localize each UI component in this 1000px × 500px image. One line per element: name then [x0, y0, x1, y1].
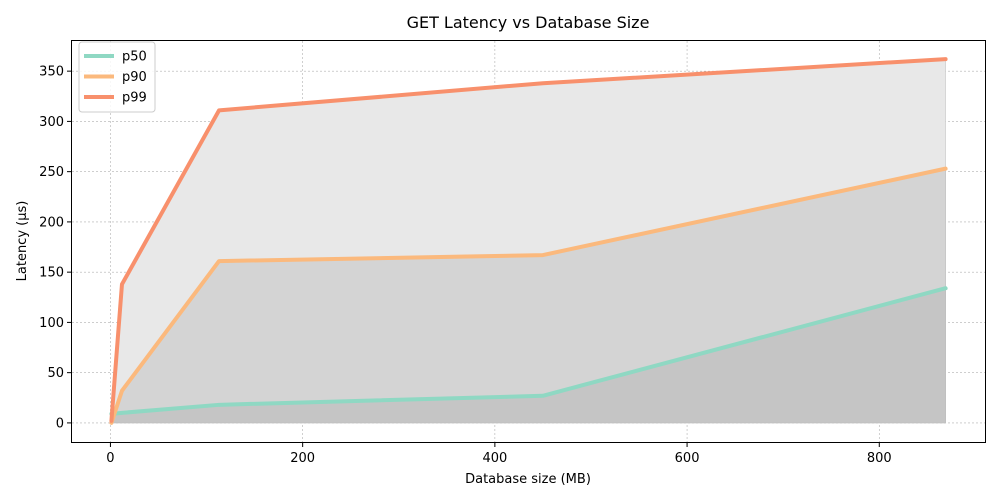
legend-label-p90: p90 — [122, 70, 147, 85]
x-tick-label: 0 — [106, 451, 114, 466]
legend-label-p50: p50 — [122, 50, 147, 65]
series-line-p90 — [109, 166, 948, 425]
plot-frame — [71, 40, 986, 443]
y-tick-label: 250 — [39, 165, 64, 180]
series-lines — [109, 57, 948, 425]
y-tick-label: 100 — [39, 316, 64, 331]
series-line-p50 — [109, 286, 948, 416]
legend-label-p99: p99 — [122, 91, 147, 106]
series-line-p99 — [109, 57, 948, 423]
y-tick-label: 150 — [39, 266, 64, 281]
x-tick-label: 600 — [675, 451, 700, 466]
x-tick-label: 400 — [482, 451, 507, 466]
chart-title: GET Latency vs Database Size — [407, 13, 650, 32]
legend: p50 p90 p99 — [78, 41, 156, 113]
legend-box — [78, 41, 156, 113]
y-tick-label: 200 — [39, 215, 64, 230]
area-fills — [111, 58, 946, 424]
y-tick-label: 50 — [47, 366, 64, 381]
x-axis-ticks: 0 200 400 600 800 — [106, 442, 892, 466]
y-axis-ticks: 0 50 100 150 200 250 300 350 — [39, 65, 72, 431]
x-axis-label: Database size (MB) — [465, 472, 591, 487]
y-axis-label: Latency (µs) — [15, 201, 30, 282]
y-tick-label: 0 — [56, 416, 64, 431]
x-tick-label: 800 — [867, 451, 892, 466]
x-tick-label: 200 — [290, 451, 315, 466]
y-tick-label: 350 — [39, 65, 64, 80]
y-tick-label: 300 — [39, 115, 64, 130]
